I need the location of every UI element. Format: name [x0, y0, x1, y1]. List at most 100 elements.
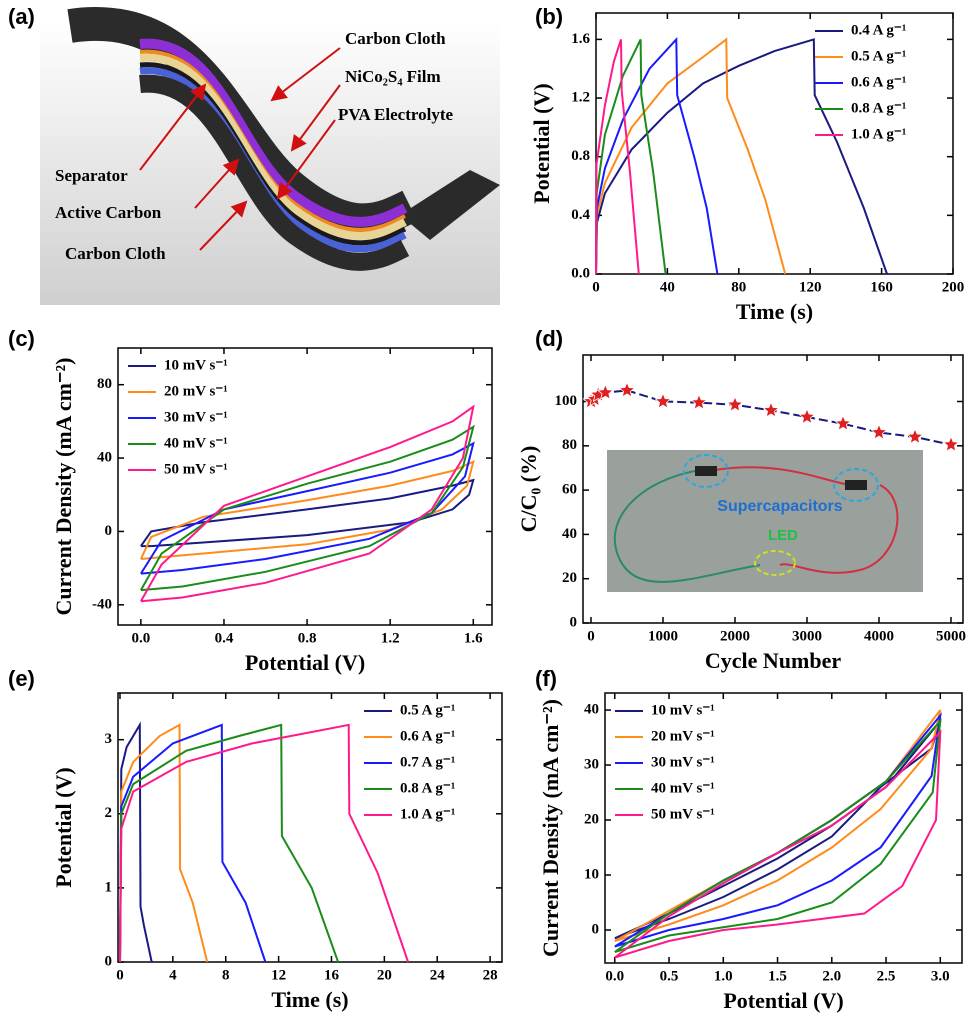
x-axis-label: Time (s): [736, 299, 813, 324]
y-tick-label: 80: [562, 437, 577, 453]
x-tick-label: 3000: [792, 628, 822, 644]
data-point: [596, 383, 614, 400]
annotation: LED: [768, 527, 798, 544]
x-tick-label: 0.5: [660, 968, 679, 984]
y-tick-label: 40: [584, 701, 599, 717]
annotation: Supercapacitors: [717, 498, 842, 515]
series-line: [595, 38, 667, 275]
series-line: [614, 720, 942, 940]
x-tick-label: 2000: [720, 628, 750, 644]
y-tick-label: 0.4: [571, 207, 590, 223]
x-tick-label: 1.6: [464, 630, 483, 646]
chart: 0 40 80 120 160 200 0.0 0.4 0.8 1.2 1.6 0.4 A g⁻¹ 0.…: [529, 4, 964, 324]
y-tick-label: 80: [97, 376, 112, 392]
series-line: [614, 709, 942, 942]
highlight: [833, 468, 879, 502]
chart: 0.0 0.5 1.0 1.5 2.0 2.5 3.0 0 10 20 30 40 10 mV s⁻¹ 2…: [535, 666, 963, 1013]
layer-label: Carbon Cloth: [345, 29, 446, 48]
data-point: [690, 393, 708, 410]
x-tick-label: 0: [587, 628, 595, 644]
series-line: [595, 39, 640, 275]
wire: [714, 466, 899, 574]
legend-label: 20 mV s⁻¹: [164, 383, 228, 399]
supercapacitor: [695, 466, 717, 476]
x-tick-label: 24: [430, 967, 446, 983]
layer-label: Active Carbon: [55, 203, 162, 222]
y-tick-label: 40: [562, 526, 577, 542]
layer-label: PVA Electrolyte: [338, 105, 453, 124]
legend-label: 10 mV s⁻¹: [164, 357, 228, 373]
y-tick-label: 0: [570, 614, 578, 630]
series-line: [139, 459, 475, 560]
y-tick-label: 2: [105, 805, 113, 821]
series-line: [614, 712, 942, 948]
x-tick-label: 1.5: [768, 968, 787, 984]
panel-label: (c): [8, 326, 35, 351]
series-line: [614, 718, 942, 953]
y-tick-label: 0.0: [571, 265, 590, 281]
x-tick-label: 0.0: [131, 630, 150, 646]
x-tick-label: 0.0: [605, 968, 624, 984]
y-tick-label: 20: [584, 811, 599, 827]
inset-background: [607, 450, 923, 592]
series-line: [590, 389, 952, 446]
illustration: (a) Carbon Cloth NiCo₂S₄ Film PVA Electr…: [8, 4, 500, 305]
data-point: [834, 414, 852, 431]
layer-label: Carbon Cloth: [65, 244, 166, 263]
series-line: [140, 404, 475, 603]
legend-label: 1.0 A g⁻¹: [400, 806, 455, 822]
cloth-flat: [400, 170, 500, 240]
y-tick-label: 0: [592, 921, 600, 937]
chart: 0.0 0.4 0.8 1.2 1.6 -40 0 40 80 10 mV s⁻¹ 20 mV s⁻…: [8, 326, 493, 675]
y-tick-label: 1: [105, 879, 113, 895]
legend-label: 1.0 A g⁻¹: [851, 126, 906, 142]
x-tick-label: 0: [592, 279, 600, 295]
data-point: [942, 435, 960, 453]
plot-frame: [117, 692, 503, 963]
y-axis-label: Potential (V): [51, 767, 76, 887]
y-tick-label: 40: [97, 450, 112, 466]
plot-frame: [604, 692, 963, 964]
x-tick-label: 160: [870, 279, 893, 295]
y-tick-label: 10: [584, 866, 599, 882]
legend-label: 0.5 A g⁻¹: [851, 48, 906, 64]
series-line: [119, 723, 340, 963]
x-tick-label: 28: [483, 967, 498, 983]
x-tick-label: 3.0: [931, 968, 950, 984]
supercapacitor: [845, 480, 867, 490]
plot-frame: [595, 12, 954, 275]
panel-label: (a): [8, 4, 35, 29]
x-tick-label: 0.4: [215, 630, 234, 646]
series-line: [119, 723, 267, 963]
x-tick-label: 0.8: [298, 630, 317, 646]
legend-label: 40 mV s⁻¹: [651, 780, 715, 796]
legend-label: 0.4 A g⁻¹: [851, 22, 906, 38]
data-point: [618, 381, 636, 398]
legend-label: 20 mV s⁻¹: [651, 728, 715, 744]
series-line: [595, 37, 787, 275]
wire: [613, 469, 761, 583]
legend-label: 0.7 A g⁻¹: [400, 754, 455, 770]
series-line: [614, 729, 942, 959]
arrows: [139, 47, 341, 251]
series-line: [595, 38, 888, 275]
y-tick-label: 20: [562, 570, 577, 586]
x-tick-label: 4: [169, 967, 177, 983]
y-axis-label: Current Density (mA cm⁻²): [51, 358, 76, 616]
data-point: [726, 395, 744, 413]
legend-label: 0.5 A g⁻¹: [400, 702, 455, 718]
y-tick-label: 0.8: [571, 148, 590, 164]
x-tick-label: 12: [271, 967, 286, 983]
highlight: [754, 550, 796, 576]
y-tick-label: 3: [105, 731, 113, 747]
data-point: [654, 392, 672, 409]
series-line: [140, 478, 475, 548]
series-line: [119, 723, 410, 963]
series-line: [595, 36, 719, 275]
x-axis-label: Cycle Number: [705, 648, 841, 673]
x-axis-label: Potential (V): [723, 988, 843, 1013]
legend-label: 50 mV s⁻¹: [164, 461, 228, 477]
legend-label: 0.8 A g⁻¹: [400, 780, 455, 796]
legend-label: 30 mV s⁻¹: [651, 754, 715, 770]
